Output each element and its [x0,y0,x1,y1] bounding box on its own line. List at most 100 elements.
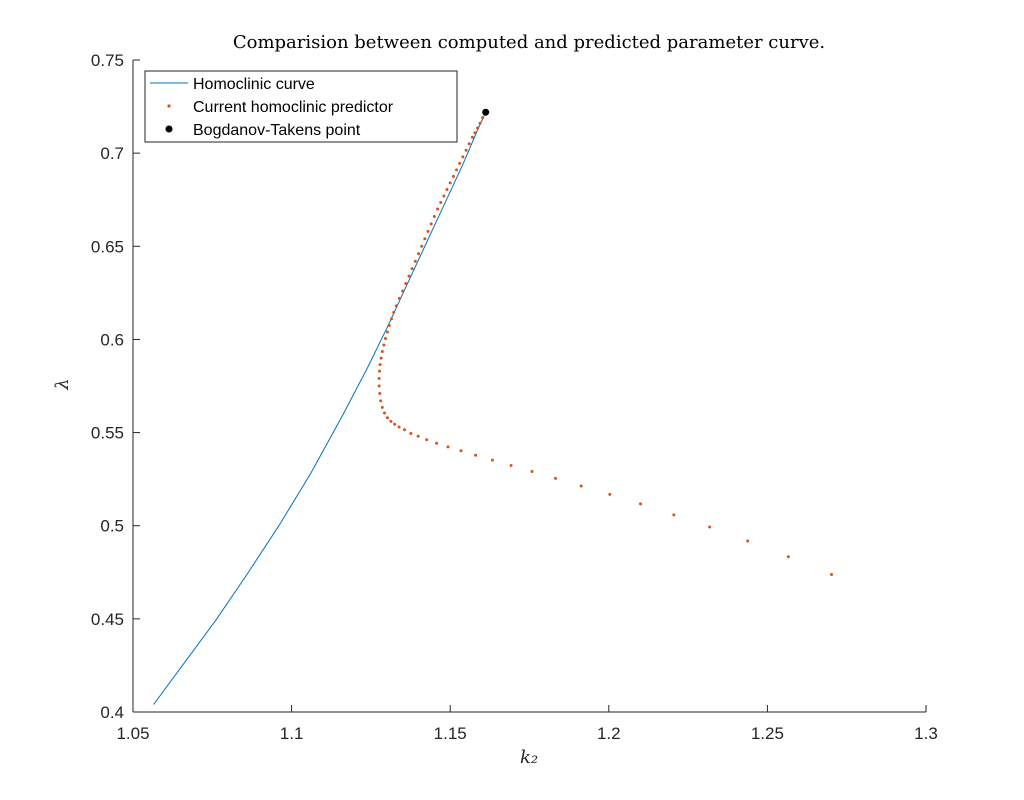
series-layer [153,108,833,705]
x-tick-label: 1.1 [280,724,304,743]
data-point-current-homoclinic-predictor [473,131,477,135]
y-tick-label: 0.5 [100,517,124,536]
y-tick-label: 0.6 [100,330,124,349]
data-point-current-homoclinic-predictor [461,155,465,159]
data-point-current-homoclinic-predictor [420,244,424,248]
data-point-current-homoclinic-predictor [378,392,382,395]
data-point-current-homoclinic-predictor [382,343,386,347]
x-tick-label: 1.05 [116,724,149,743]
data-point-current-homoclinic-predictor [377,377,381,380]
data-point-current-homoclinic-predictor [509,464,513,467]
data-point-current-homoclinic-predictor [476,126,479,130]
data-point-current-homoclinic-predictor [379,356,383,360]
data-point-current-homoclinic-predictor [403,428,406,432]
data-point-current-homoclinic-predictor [451,174,455,178]
data-point-current-homoclinic-predictor [446,445,450,449]
x-tick-label: 1.15 [434,724,467,743]
data-point-current-homoclinic-predictor [436,207,439,211]
data-point-current-homoclinic-predictor [410,267,414,271]
data-point-current-homoclinic-predictor [401,289,405,293]
data-point-current-homoclinic-predictor [455,168,458,172]
data-point-current-homoclinic-predictor [459,449,463,453]
data-point-current-homoclinic-predictor [385,416,389,420]
data-point-current-homoclinic-predictor [458,161,462,165]
data-point-current-homoclinic-predictor [464,148,468,152]
data-point-current-homoclinic-predictor [439,201,443,204]
legend-label-homoclinic-curve: Homoclinic curve [193,76,315,93]
data-point-current-homoclinic-predictor [429,222,433,226]
data-point-current-homoclinic-predictor [394,304,398,308]
data-point-current-homoclinic-predictor [417,252,420,256]
data-point-current-homoclinic-predictor [786,555,790,559]
data-point-current-homoclinic-predictor [474,453,478,457]
data-point-current-homoclinic-predictor [746,539,750,543]
data-point-current-homoclinic-predictor [530,470,534,473]
data-point-current-homoclinic-predictor [385,330,389,334]
data-point-current-homoclinic-predictor [377,384,381,388]
data-point-current-homoclinic-predictor [608,492,612,496]
x-tick-label: 1.3 [914,724,938,743]
data-point-current-homoclinic-predictor [830,573,833,576]
data-point-current-homoclinic-predictor [425,438,429,442]
data-point-current-homoclinic-predictor [423,237,427,241]
y-tick-label: 0.75 [91,51,124,70]
data-point-current-homoclinic-predictor [407,274,411,278]
data-point-current-homoclinic-predictor [380,350,384,353]
data-point-current-homoclinic-predictor [379,399,383,403]
y-tick-label: 0.4 [100,703,124,722]
data-point-current-homoclinic-predictor [416,434,420,438]
data-point-current-homoclinic-predictor [393,422,397,426]
x-ticks: 1.05 1.1 1.15 1.2 1.25 1.3 [116,705,938,743]
y-tick-label: 0.55 [91,424,124,443]
data-point-current-homoclinic-predictor [481,116,485,120]
legend: Homoclinic curve Current homoclinic pred… [144,70,458,143]
data-point-bogdanov-takens-point [482,108,490,116]
data-point-current-homoclinic-predictor [435,441,439,445]
data-point-current-homoclinic-predictor [389,419,393,423]
plot-area [132,60,926,713]
data-point-current-homoclinic-predictor [378,369,381,373]
x-axis-label: k₂ [520,747,538,768]
data-point-current-homoclinic-predictor [426,229,430,233]
y-tick-label: 0.45 [91,610,124,629]
y-tick-label: 0.65 [91,237,124,256]
data-point-current-homoclinic-predictor [579,484,583,488]
legend-label-current-homoclinic-predictor: Current homoclinic predictor [193,99,394,116]
data-point-current-homoclinic-predictor [397,425,401,429]
data-point-current-homoclinic-predictor [554,476,557,480]
y-axis-label: λ [52,378,73,390]
data-point-current-homoclinic-predictor [413,259,417,263]
data-point-current-homoclinic-predictor [380,405,384,409]
data-point-current-homoclinic-predictor [432,215,436,218]
legend-label-bogdanov-takens-point: Bogdanov-Takens point [193,122,361,139]
data-point-current-homoclinic-predictor [404,282,408,285]
data-point-current-homoclinic-predictor [708,525,712,529]
legend-swatch-bogdanov-takens-point [165,125,173,133]
legend-box [144,70,458,143]
legend-swatch-current-homoclinic-predictor [167,104,171,108]
data-point-current-homoclinic-predictor [392,310,396,314]
data-point-current-homoclinic-predictor [470,135,474,139]
series-line-homoclinic-curve [153,111,487,705]
y-ticks: 0.4 0.45 0.5 0.55 0.6 0.65 0.7 0.75 [91,51,140,722]
data-point-current-homoclinic-predictor [490,458,494,462]
data-point-current-homoclinic-predictor [478,121,482,125]
data-point-current-homoclinic-predictor [639,502,642,506]
data-point-current-homoclinic-predictor [383,411,386,415]
data-point-current-homoclinic-predictor [448,181,452,185]
y-tick-label: 0.7 [100,144,124,163]
data-point-current-homoclinic-predictor [467,142,471,146]
data-point-current-homoclinic-predictor [409,432,413,435]
data-point-current-homoclinic-predictor [397,296,401,300]
data-point-current-homoclinic-predictor [445,188,449,191]
data-point-current-homoclinic-predictor [442,194,446,198]
data-point-current-homoclinic-predictor [390,317,393,321]
data-point-current-homoclinic-predictor [672,513,676,517]
data-point-current-homoclinic-predictor [378,363,382,367]
x-tick-label: 1.2 [597,724,621,743]
data-point-current-homoclinic-predictor [384,337,387,340]
chart-title: Comparision between computed and predict… [233,32,825,53]
data-point-current-homoclinic-predictor [387,324,391,327]
x-tick-label: 1.25 [751,724,784,743]
